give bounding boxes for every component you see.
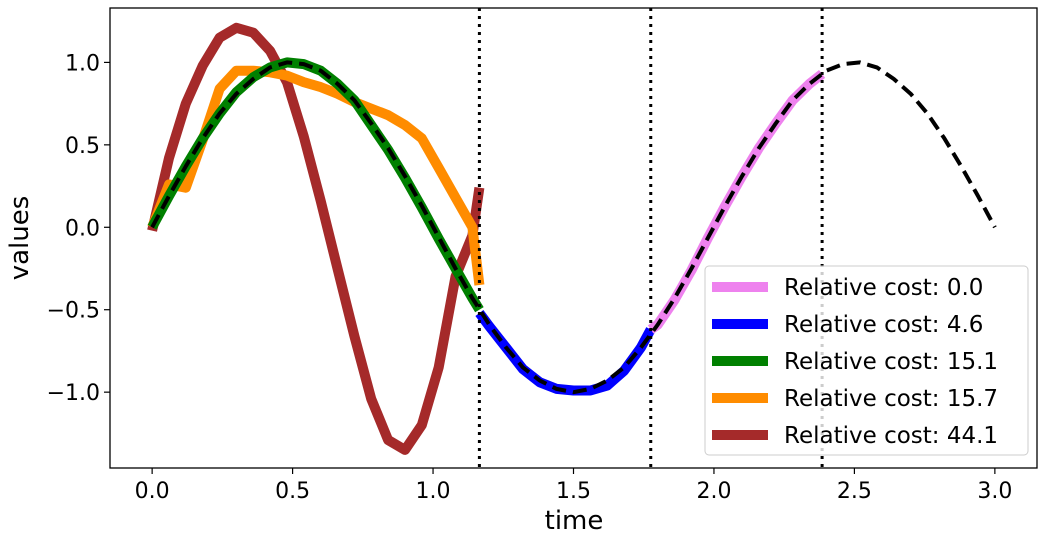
legend-box <box>704 265 1029 456</box>
x-tick-label: 0.5 <box>275 479 310 504</box>
plot-area <box>147 8 997 468</box>
legend: Relative cost: 0.0 Relative cost: 4.6 Rela… <box>704 265 1029 456</box>
x-tick-label: 2.0 <box>696 479 731 504</box>
legend-label-3: Relative cost: 15.7 <box>784 386 998 412</box>
x-tick-label: 1.5 <box>556 479 591 504</box>
x-tick-label: 1.0 <box>416 479 451 504</box>
y-tick-label: 0.0 <box>65 216 100 241</box>
x-tick-label: 3.0 <box>977 479 1012 504</box>
y-tick-label: −0.5 <box>47 299 100 324</box>
y-tick-label: 0.5 <box>65 134 100 159</box>
legend-label-2: Relative cost: 15.1 <box>784 349 998 375</box>
series-line-1 <box>475 310 656 396</box>
axes: 0.0 0.5 1.0 1.5 2.0 2.5 3.0 −1.0 −0.5 0.0 0.5 1.0 <box>47 51 1013 504</box>
legend-label-4: Relative cost: 44.1 <box>784 423 998 449</box>
x-tick-label: 0.0 <box>135 479 170 504</box>
x-axis-label: time <box>545 506 604 536</box>
y-tick-label: −1.0 <box>47 381 100 406</box>
y-axis-label: values <box>5 196 35 281</box>
reference-line <box>150 60 997 395</box>
legend-label-1: Relative cost: 4.6 <box>784 312 983 338</box>
legend-label-0: Relative cost: 0.0 <box>784 275 983 301</box>
y-tick-label: 1.0 <box>65 51 100 76</box>
series-line-4 <box>147 22 485 455</box>
x-tick-label: 2.5 <box>837 479 872 504</box>
